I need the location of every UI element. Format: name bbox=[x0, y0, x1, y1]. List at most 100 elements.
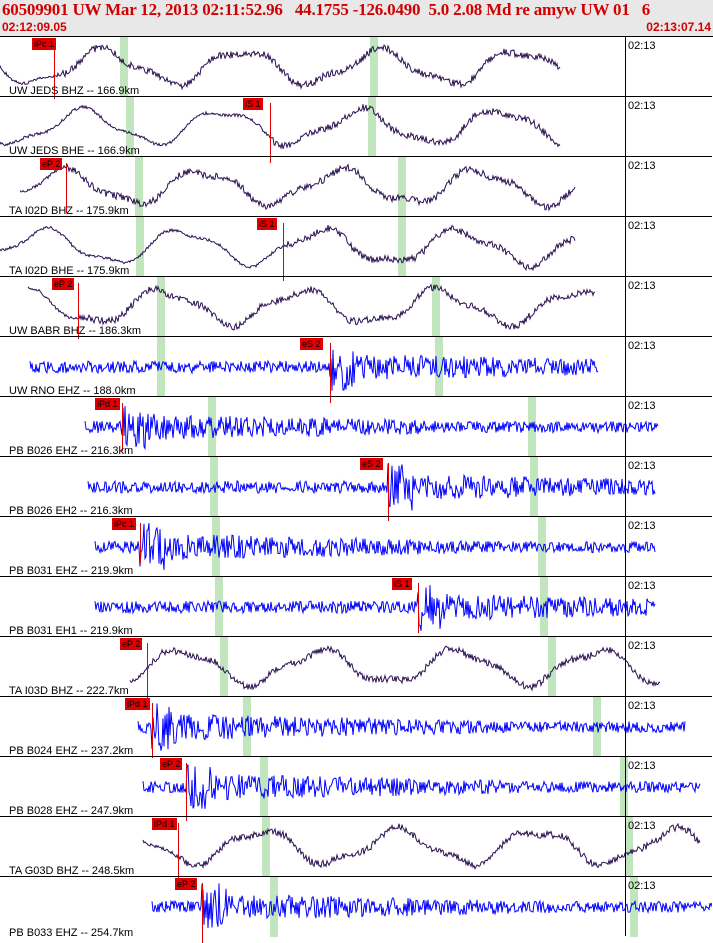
waveform bbox=[142, 764, 701, 809]
analysis-window-marker bbox=[370, 37, 378, 97]
window-start-time: 02:12:09.05 bbox=[2, 20, 67, 34]
analysis-window-marker bbox=[538, 517, 546, 577]
minute-marker-line bbox=[625, 337, 626, 396]
station-channel-label: PB B024 EHZ -- 237.2km bbox=[9, 745, 134, 757]
trace-panel[interactable]: eP 2 02:13 TA I03D BHZ -- 222.7km bbox=[0, 636, 712, 699]
analysis-window-marker bbox=[528, 397, 536, 457]
trace-panel[interactable]: iPd 1 02:13 PB B024 EHZ -- 237.2km bbox=[0, 696, 712, 758]
waveform bbox=[94, 523, 656, 570]
station-channel-label: UW JEDS BHZ -- 166.9km bbox=[9, 85, 140, 97]
phase-pick-label[interactable]: iPc 1 bbox=[112, 518, 137, 530]
waveform bbox=[0, 225, 576, 272]
trace-panel[interactable]: iPd 1 02:13 PB B026 EHZ -- 216.3km bbox=[0, 396, 712, 457]
station-channel-label: PB B033 EHZ -- 254.7km bbox=[9, 927, 134, 939]
phase-pick-line[interactable] bbox=[330, 343, 331, 403]
waveform bbox=[19, 163, 576, 212]
waveform bbox=[0, 104, 561, 150]
phase-pick-line[interactable] bbox=[66, 163, 67, 213]
station-channel-label: UW JEDS BHE -- 166.9km bbox=[9, 145, 140, 157]
minute-marker-line bbox=[625, 397, 626, 456]
trace-panel[interactable]: eP 2 02:13 TA I02D BHZ -- 175.9km bbox=[0, 156, 712, 217]
minute-tick-label: 02:13 bbox=[628, 820, 656, 832]
station-channel-label: PB B026 EH2 -- 216.3km bbox=[9, 505, 133, 517]
phase-pick-label[interactable]: eP 2 bbox=[120, 638, 143, 650]
phase-pick-line[interactable] bbox=[122, 403, 123, 451]
phase-pick-line[interactable] bbox=[388, 463, 389, 521]
phase-pick-label[interactable]: iPd 1 bbox=[152, 818, 177, 830]
station-channel-label: TA I02D BHZ -- 175.9km bbox=[9, 205, 129, 217]
minute-tick-label: 02:13 bbox=[628, 760, 656, 772]
phase-pick-label[interactable]: eP 2 bbox=[40, 158, 63, 170]
trace-panel[interactable]: iS 1 02:13 UW JEDS BHE -- 166.9km bbox=[0, 96, 712, 163]
analysis-window-marker bbox=[126, 97, 134, 157]
phase-pick-label[interactable]: iPc 1 bbox=[32, 38, 57, 50]
trace-panel[interactable]: eP 2 02:13 UW BABR BHZ -- 186.3km bbox=[0, 276, 712, 339]
minute-marker-line bbox=[625, 457, 626, 516]
trace-panel[interactable]: eP 2 02:13 PB B033 EHZ -- 254.7km bbox=[0, 876, 712, 943]
phase-pick-label[interactable]: iS 1 bbox=[243, 98, 263, 110]
minute-marker-line bbox=[625, 577, 626, 636]
analysis-window-marker bbox=[135, 157, 143, 217]
station-channel-label: UW BABR BHZ -- 186.3km bbox=[9, 325, 142, 337]
minute-marker-line bbox=[625, 757, 626, 816]
seismogram-traces[interactable]: iPc 1 02:13 UW JEDS BHZ -- 166.9km iS 1 02:1… bbox=[0, 36, 713, 943]
minute-marker-line bbox=[625, 97, 626, 156]
window-end-time: 02:13:07.14 bbox=[646, 20, 711, 34]
analysis-window-marker bbox=[630, 877, 638, 937]
waveform bbox=[84, 406, 659, 451]
phase-pick-line[interactable] bbox=[147, 643, 148, 699]
analysis-window-marker bbox=[262, 817, 270, 877]
minute-tick-label: 02:13 bbox=[628, 400, 656, 412]
event-header: 60509901 UW Mar 12, 2013 02:11:52.96 44.… bbox=[0, 0, 713, 37]
phase-pick-line[interactable] bbox=[283, 223, 284, 281]
minute-tick-label: 02:13 bbox=[628, 520, 656, 532]
analysis-window-marker bbox=[398, 217, 406, 277]
phase-pick-line[interactable] bbox=[186, 763, 187, 821]
phase-pick-line[interactable] bbox=[140, 523, 141, 563]
phase-pick-line[interactable] bbox=[418, 583, 419, 633]
minute-marker-line bbox=[625, 877, 626, 936]
analysis-window-marker bbox=[398, 157, 406, 217]
minute-marker-line bbox=[625, 277, 626, 336]
trace-panel[interactable]: iPd 1 02:13 TA G03D BHZ -- 248.5km bbox=[0, 816, 712, 879]
minute-marker-line bbox=[625, 157, 626, 216]
minute-marker-line bbox=[625, 517, 626, 576]
waveform bbox=[137, 703, 686, 751]
trace-panel[interactable]: eS 2 02:13 PB B026 EH2 -- 216.3km bbox=[0, 456, 712, 521]
phase-pick-line[interactable] bbox=[152, 703, 153, 758]
phase-pick-label[interactable]: iS 1 bbox=[257, 218, 277, 230]
phase-pick-line[interactable] bbox=[178, 823, 179, 879]
analysis-window-marker bbox=[625, 817, 633, 877]
phase-pick-label[interactable]: eP 2 bbox=[160, 758, 183, 770]
phase-pick-line[interactable] bbox=[78, 283, 79, 339]
minute-tick-label: 02:13 bbox=[628, 220, 656, 232]
phase-pick-label[interactable]: eP 2 bbox=[52, 278, 75, 290]
trace-panel[interactable]: iS 1 02:13 TA I02D BHE -- 175.9km bbox=[0, 216, 712, 281]
trace-panel[interactable]: iPc 1 02:13 PB B031 EHZ -- 219.9km bbox=[0, 516, 712, 577]
minute-marker-line bbox=[625, 817, 626, 876]
trace-panel[interactable]: iPc 1 02:13 UW JEDS BHZ -- 166.9km bbox=[0, 36, 712, 99]
analysis-window-marker bbox=[120, 37, 128, 97]
trace-panel[interactable]: iS 1 02:13 PB B031 EH1 -- 219.9km bbox=[0, 576, 712, 637]
trace-panel[interactable]: eS 2 02:13 UW RNO EHZ -- 188.0km bbox=[0, 336, 712, 403]
station-channel-label: PB B031 EH1 -- 219.9km bbox=[9, 625, 133, 637]
analysis-window-marker bbox=[530, 457, 538, 517]
analysis-window-marker bbox=[136, 217, 144, 277]
phase-pick-label[interactable]: iS 1 bbox=[392, 578, 412, 590]
phase-pick-label[interactable]: eS 2 bbox=[300, 338, 323, 350]
trace-panel[interactable]: eP 2 02:13 PB B028 EHZ -- 247.9km bbox=[0, 756, 712, 821]
station-channel-label: TA I03D BHZ -- 222.7km bbox=[9, 685, 129, 697]
phase-pick-line[interactable] bbox=[270, 103, 271, 163]
phase-pick-label[interactable]: eP 2 bbox=[175, 878, 198, 890]
station-channel-label: UW RNO EHZ -- 188.0km bbox=[9, 385, 136, 397]
minute-tick-label: 02:13 bbox=[628, 460, 656, 472]
analysis-window-marker bbox=[243, 697, 251, 757]
phase-pick-label[interactable]: iPd 1 bbox=[125, 698, 150, 710]
minute-tick-label: 02:13 bbox=[628, 40, 656, 52]
phase-pick-label[interactable]: iPd 1 bbox=[95, 398, 120, 410]
minute-tick-label: 02:13 bbox=[628, 160, 656, 172]
phase-pick-line[interactable] bbox=[54, 43, 55, 99]
minute-tick-label: 02:13 bbox=[628, 700, 656, 712]
phase-pick-line[interactable] bbox=[202, 883, 203, 943]
phase-pick-label[interactable]: eS 2 bbox=[360, 458, 383, 470]
